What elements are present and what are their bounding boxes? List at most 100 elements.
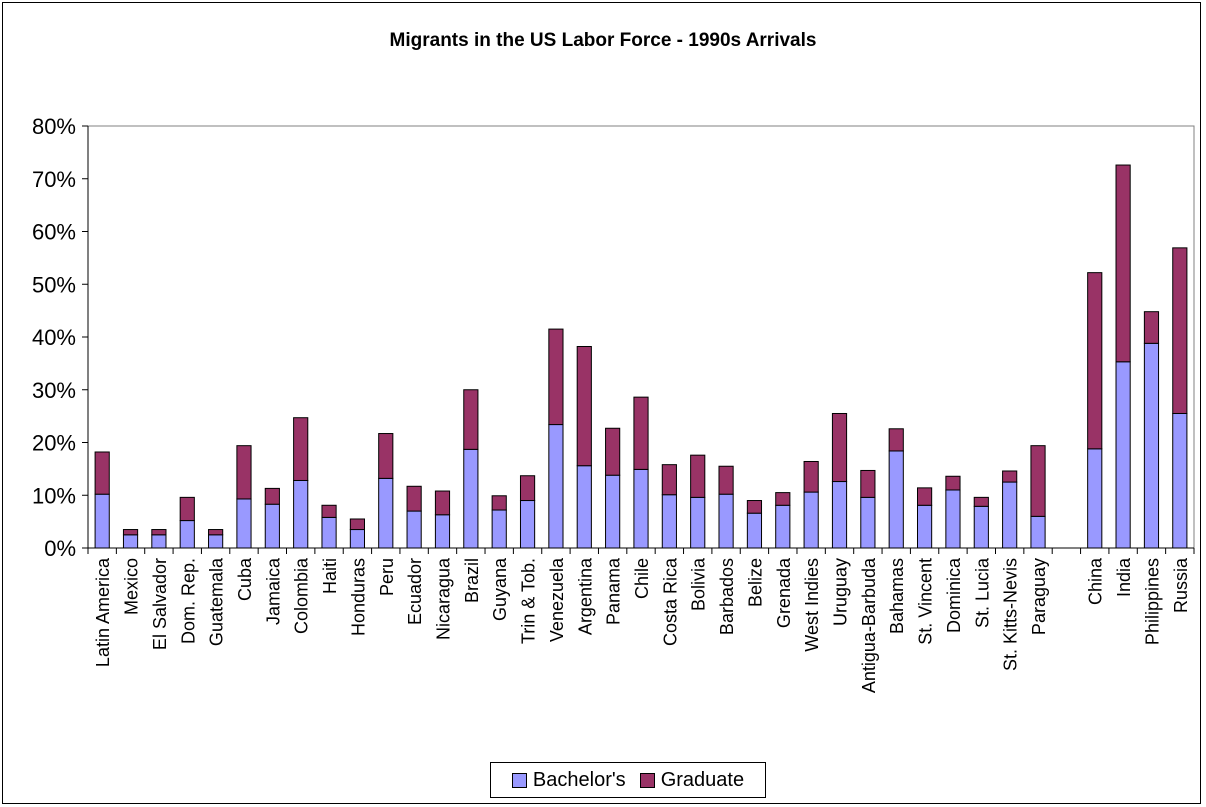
bar-graduate xyxy=(264,487,280,505)
bar-graduate xyxy=(293,417,309,481)
y-tick-label: 0% xyxy=(44,536,76,561)
x-tick-label: Jamaica xyxy=(263,557,283,625)
bar-graduate xyxy=(519,475,536,502)
bar-bachelors xyxy=(378,477,394,549)
x-tick-label: Honduras xyxy=(348,558,368,636)
bar-graduate xyxy=(718,465,734,495)
x-tick-label: St. Lucia xyxy=(972,557,992,628)
x-tick-label: Russia xyxy=(1171,557,1191,613)
bar-graduate xyxy=(690,454,706,498)
legend-label-bachelors: Bachelor's xyxy=(532,768,626,791)
bar-graduate xyxy=(349,518,366,531)
bar-bachelors xyxy=(491,509,507,549)
x-tick-label: Costa Rica xyxy=(660,557,680,646)
x-tick-label: Barbados xyxy=(717,558,737,635)
bar-bachelors xyxy=(519,500,536,549)
y-tick-label: 30% xyxy=(32,378,76,403)
bar-graduate xyxy=(605,427,621,476)
y-tick-label: 10% xyxy=(32,483,76,508)
bar-bachelors xyxy=(94,493,110,549)
bar-bachelors xyxy=(349,529,366,549)
bar-graduate xyxy=(1087,272,1103,450)
bar-graduate xyxy=(945,475,961,491)
x-tick-label: Chile xyxy=(632,558,652,599)
legend: Bachelor's Graduate xyxy=(490,762,766,798)
y-tick-label: 20% xyxy=(32,431,76,456)
bar-graduate xyxy=(1115,164,1131,363)
bar-graduate xyxy=(179,496,195,522)
bar-bachelors xyxy=(236,498,252,549)
x-tick-label: Cuba xyxy=(235,557,255,601)
x-tick-label: St. Vincent xyxy=(916,558,936,645)
x-tick-label: Venezuela xyxy=(547,557,567,642)
x-tick-label: Guyana xyxy=(490,557,510,621)
x-tick-label: Mexico xyxy=(122,558,142,615)
bar-bachelors xyxy=(775,504,791,549)
bar-graduate xyxy=(831,412,848,483)
bar-graduate xyxy=(775,492,791,506)
bar-bachelors xyxy=(831,481,848,549)
bar-graduate xyxy=(1172,247,1188,414)
bar-bachelors xyxy=(888,450,904,549)
x-tick-label: Colombia xyxy=(292,557,312,634)
x-tick-label: Brazil xyxy=(462,558,482,603)
x-tick-label: Antigua-Barbuda xyxy=(859,557,879,693)
bar-bachelors xyxy=(860,496,876,549)
x-tick-label: West Indies xyxy=(802,558,822,652)
bar-bachelors xyxy=(1143,342,1160,549)
bar-graduate xyxy=(122,529,139,536)
bar-graduate xyxy=(803,460,819,493)
bar-graduate xyxy=(1002,470,1018,483)
bar-bachelors xyxy=(1172,412,1188,549)
bar-bachelors xyxy=(434,514,451,549)
bar-bachelors xyxy=(548,424,564,549)
x-tick-label: Grenada xyxy=(774,557,794,628)
bar-bachelors xyxy=(1087,448,1103,549)
x-tick-label: Dominica xyxy=(944,557,964,633)
bar-graduate xyxy=(860,469,876,498)
bar-bachelors xyxy=(151,534,167,549)
bar-graduate xyxy=(491,495,507,511)
bar-bachelors xyxy=(605,474,621,549)
bar-bachelors xyxy=(576,465,592,549)
bar-bachelors xyxy=(718,493,734,549)
bar-bachelors xyxy=(293,479,309,549)
x-tick-label: Panama xyxy=(604,557,624,625)
bar-bachelors xyxy=(917,504,933,549)
bar-bachelors xyxy=(633,468,649,549)
bar-graduate xyxy=(917,487,933,506)
bar-bachelors xyxy=(264,503,280,549)
bar-bachelors xyxy=(463,448,479,549)
bar-bachelors xyxy=(1002,481,1018,549)
legend-swatch-graduate xyxy=(639,772,655,788)
legend-item-graduate: Graduate xyxy=(639,769,744,792)
x-tick-label: Bahamas xyxy=(887,558,907,634)
bar-bachelors xyxy=(406,510,422,549)
y-tick-label: 40% xyxy=(32,325,76,350)
bar-bachelors xyxy=(321,516,337,549)
bar-graduate xyxy=(236,445,252,500)
bar-graduate xyxy=(973,496,989,507)
x-tick-label: Peru xyxy=(377,558,397,596)
bar-bachelors xyxy=(746,512,763,549)
x-tick-label: El Salvador xyxy=(150,558,170,650)
bar-graduate xyxy=(463,389,479,450)
bar-graduate xyxy=(1030,445,1046,517)
bar-graduate xyxy=(434,490,451,516)
bar-graduate xyxy=(746,500,763,514)
bar-bachelors xyxy=(1030,515,1046,549)
x-tick-label: Ecuador xyxy=(405,558,425,625)
bar-graduate xyxy=(208,529,224,536)
bar-graduate xyxy=(94,451,110,495)
x-tick-label: Paraguay xyxy=(1029,558,1049,635)
bar-bachelors xyxy=(179,520,195,549)
x-tick-label: St. Kitts-Nevis xyxy=(1001,558,1021,671)
x-tick-label: Philippines xyxy=(1142,558,1162,645)
legend-item-bachelors: Bachelor's xyxy=(511,768,626,792)
x-tick-label: Uruguay xyxy=(831,558,851,626)
bar-graduate xyxy=(321,504,337,518)
x-tick-label: Nicaragua xyxy=(433,557,453,640)
bar-bachelors xyxy=(973,505,989,549)
x-tick-label: Guatemala xyxy=(207,557,227,646)
